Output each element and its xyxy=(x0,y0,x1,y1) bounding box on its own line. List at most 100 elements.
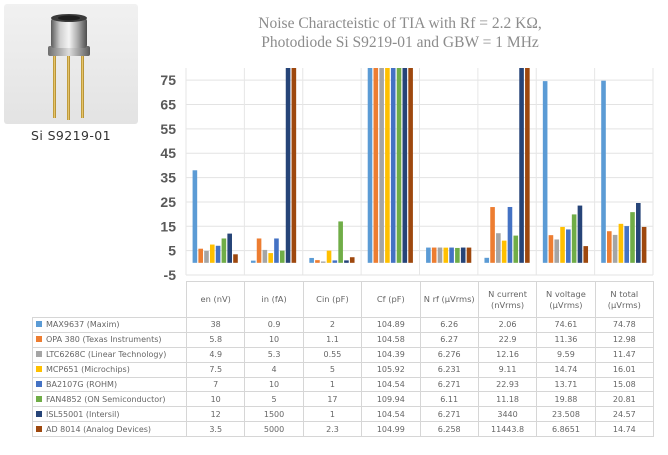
table-cell: 10 xyxy=(244,331,304,348)
table-cell: 22.93 xyxy=(477,376,538,393)
bar xyxy=(431,247,437,263)
bar xyxy=(443,247,449,263)
table-row: MAX9637 (Maxim) 38 0.9 2 104.89 6.26 2.06 74.61… xyxy=(32,317,655,333)
table-cell: 9.59 xyxy=(536,346,596,363)
y-tick-label: 35 xyxy=(160,170,176,186)
bar xyxy=(379,68,384,263)
bar xyxy=(396,68,402,263)
bar xyxy=(338,221,343,263)
table-cell: 19.88 xyxy=(536,391,596,408)
bar xyxy=(630,212,635,263)
table-cell: 74.61 xyxy=(536,317,596,333)
table-cell: 6.276 xyxy=(419,346,479,363)
table-row: ISL55001 (Intersil) 12 1500 1 104.54 6.271 344… xyxy=(32,406,655,423)
bar xyxy=(519,68,524,263)
table-cell: 5.8 xyxy=(185,331,246,348)
bar xyxy=(385,68,390,263)
table-corner-cell xyxy=(32,281,187,318)
legend-swatch xyxy=(36,351,42,358)
bar-chart: -5 5 15 25 35 45 55 65 75 xyxy=(160,68,654,283)
table-cell: 20.81 xyxy=(594,391,655,408)
category-header: N total (μVrms) xyxy=(594,281,655,318)
bar xyxy=(233,254,238,263)
legend-swatch xyxy=(36,425,42,432)
table-cell: 1500 xyxy=(244,406,304,423)
table-cell: 11443.8 xyxy=(477,421,538,438)
legend-label: FAN4852 (ON Semiconductor) xyxy=(46,394,166,404)
bar xyxy=(315,260,320,263)
table-cell: 5 xyxy=(302,361,363,378)
table-cell: 0.55 xyxy=(302,346,363,363)
bar xyxy=(250,260,256,263)
photodiode-image xyxy=(4,4,138,124)
legend-label: MCP651 (Microchips) xyxy=(46,365,130,375)
category-header: N rf (μVrms) xyxy=(419,281,479,318)
bar xyxy=(437,247,443,263)
bar xyxy=(192,170,198,263)
bar xyxy=(554,239,560,263)
table-cell: 11.18 xyxy=(477,391,538,408)
table-cell: 16.01 xyxy=(594,361,655,378)
bar xyxy=(256,238,262,263)
table-cell: 1.1 xyxy=(302,331,363,348)
table-cell: 12 xyxy=(185,406,246,423)
bar xyxy=(542,81,548,263)
bar xyxy=(507,206,513,263)
table-cell: 22.9 xyxy=(477,331,538,348)
bar xyxy=(390,68,396,263)
table-cell: 38 xyxy=(185,317,246,333)
legend-swatch xyxy=(36,381,42,387)
table-cell: 7 xyxy=(185,376,246,393)
legend-swatch xyxy=(36,410,42,417)
legend-entry: BA2107G (ROHM) xyxy=(32,376,187,393)
table-cell: 6.11 xyxy=(419,391,479,408)
bar xyxy=(618,223,624,263)
table-cell: 104.39 xyxy=(361,346,421,363)
y-tick-label: 25 xyxy=(160,194,176,210)
table-cell: 74.78 xyxy=(594,317,655,333)
chart-title-line-2: Photodiode Si S9219-01 and GBW = 1 MHz xyxy=(261,34,539,51)
bar xyxy=(402,68,408,263)
table-cell: 12.98 xyxy=(594,331,655,348)
table-row: FAN4852 (ON Semiconductor) 10 5 17 109.94 6.1… xyxy=(32,391,655,408)
table-cell: 15.08 xyxy=(594,376,655,393)
table-cell: 14.74 xyxy=(594,421,655,438)
table-cell: 4.9 xyxy=(185,346,246,363)
bar xyxy=(577,205,583,263)
table-row: MCP651 (Microchips) 7.5 4 5 105.92 6.231 9.11 1… xyxy=(32,361,655,378)
legend-entry: FAN4852 (ON Semiconductor) xyxy=(32,391,187,408)
legend-swatch xyxy=(36,336,42,343)
table-cell: 23.508 xyxy=(536,406,596,423)
table-cell: 2 xyxy=(302,317,363,333)
bar xyxy=(332,260,338,263)
bar xyxy=(466,247,472,263)
bar xyxy=(221,238,227,263)
legend-label: BA2107G (ROHM) xyxy=(46,380,118,389)
table-cell: 11.47 xyxy=(594,346,655,363)
bar xyxy=(513,235,519,263)
table-cell: 2.3 xyxy=(302,421,363,438)
bar xyxy=(571,214,577,263)
chart-title-line-1: Noise Characteistic of TIA with Rf = 2.2… xyxy=(258,15,542,32)
bar xyxy=(636,202,641,263)
bar xyxy=(408,68,413,263)
bar xyxy=(501,240,507,263)
bar xyxy=(285,68,291,263)
bar xyxy=(496,233,501,263)
category-header: in (fA) xyxy=(244,281,304,318)
bar xyxy=(344,260,349,263)
photodiode-drawing xyxy=(48,14,90,120)
y-tick-label: 15 xyxy=(160,218,176,234)
bar xyxy=(262,249,268,263)
table-cell: 9.11 xyxy=(477,361,538,378)
bar xyxy=(560,226,565,263)
bar xyxy=(583,246,589,263)
category-header: N voltage (μVrms) xyxy=(536,281,596,318)
legend-entry: MAX9637 (Maxim) xyxy=(32,317,187,333)
bar xyxy=(612,234,618,263)
bar xyxy=(449,247,454,263)
legend-swatch xyxy=(36,395,42,402)
table-cell: 6.8651 xyxy=(536,421,596,438)
table-cell: 6.258 xyxy=(419,421,479,438)
table-cell: 6.271 xyxy=(419,406,479,423)
